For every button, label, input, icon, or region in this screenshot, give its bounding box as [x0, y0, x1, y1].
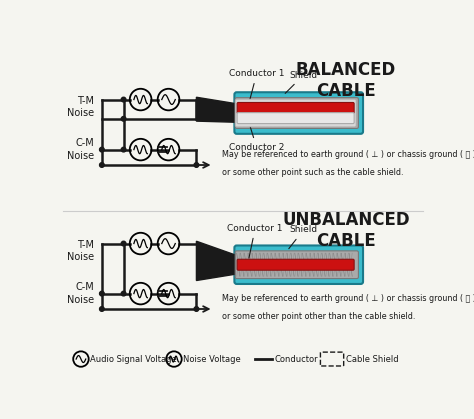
Text: Noise Voltage: Noise Voltage	[183, 354, 241, 364]
Text: T-M
Noise: T-M Noise	[67, 96, 94, 119]
Text: Conductor 1: Conductor 1	[229, 69, 284, 103]
Circle shape	[100, 147, 104, 152]
Text: C-M
Noise: C-M Noise	[67, 138, 94, 161]
FancyBboxPatch shape	[237, 259, 354, 270]
Text: or some other point such as the cable shield.: or some other point such as the cable sh…	[222, 168, 403, 177]
Text: Shield: Shield	[285, 71, 318, 93]
Circle shape	[121, 97, 126, 102]
Text: May be referenced to earth ground ( ⊥ ) or chassis ground ( ⏚ ): May be referenced to earth ground ( ⊥ ) …	[222, 294, 474, 303]
Text: Cable Shield: Cable Shield	[346, 354, 399, 364]
Circle shape	[100, 163, 104, 167]
Circle shape	[100, 291, 104, 296]
FancyBboxPatch shape	[239, 252, 355, 261]
Text: BALANCED
CABLE: BALANCED CABLE	[296, 61, 396, 100]
Text: Shield: Shield	[289, 225, 318, 248]
FancyBboxPatch shape	[237, 113, 354, 124]
Circle shape	[121, 147, 126, 152]
Text: UNBALANCED
CABLE: UNBALANCED CABLE	[282, 211, 410, 250]
FancyBboxPatch shape	[235, 99, 356, 127]
FancyBboxPatch shape	[235, 246, 363, 284]
Circle shape	[194, 307, 199, 311]
FancyBboxPatch shape	[320, 352, 344, 366]
FancyBboxPatch shape	[235, 251, 358, 279]
FancyBboxPatch shape	[239, 99, 355, 109]
Text: Conductor: Conductor	[275, 354, 319, 364]
Circle shape	[194, 163, 199, 167]
Text: May be referenced to earth ground ( ⊥ ) or chassis ground ( ⏚ ): May be referenced to earth ground ( ⊥ ) …	[222, 150, 474, 159]
Circle shape	[121, 241, 126, 246]
Text: Conductor 1: Conductor 1	[228, 224, 283, 258]
FancyBboxPatch shape	[235, 98, 358, 129]
Text: Conductor 2: Conductor 2	[229, 123, 284, 152]
FancyBboxPatch shape	[237, 103, 354, 114]
Text: T-M
Noise: T-M Noise	[67, 240, 94, 262]
Circle shape	[121, 291, 126, 296]
Text: C-M
Noise: C-M Noise	[67, 282, 94, 305]
FancyBboxPatch shape	[235, 92, 363, 134]
Polygon shape	[196, 241, 237, 280]
Polygon shape	[196, 97, 237, 122]
Circle shape	[100, 307, 104, 311]
Text: Audio Signal Voltage: Audio Signal Voltage	[90, 354, 177, 364]
Text: or some other point other than the cable shield.: or some other point other than the cable…	[222, 312, 415, 321]
Circle shape	[121, 116, 126, 121]
